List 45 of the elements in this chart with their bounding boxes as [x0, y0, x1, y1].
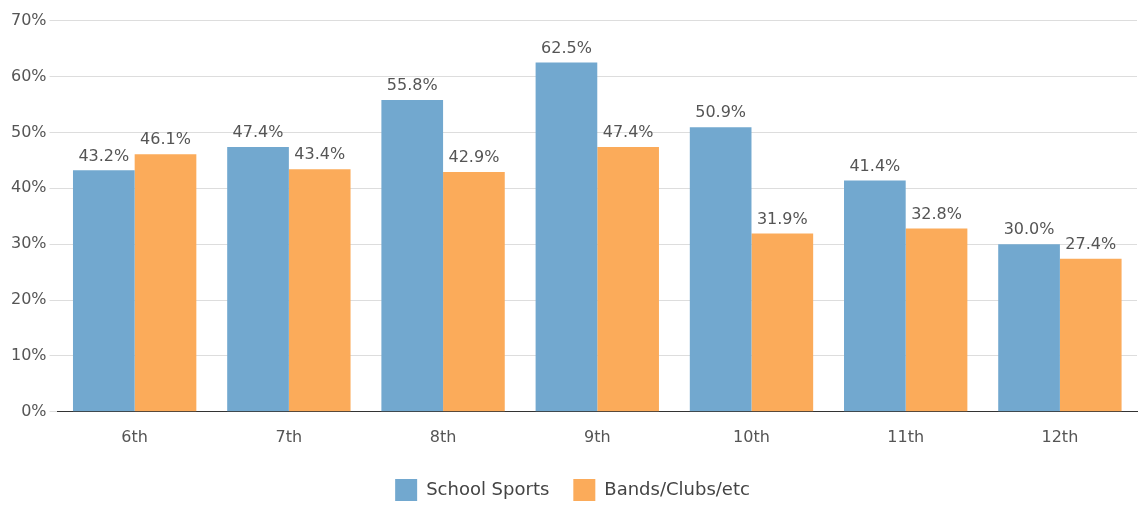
y-tick-label: 50%: [11, 121, 47, 141]
data-label: 31.9%: [756, 208, 808, 228]
bar: [751, 233, 814, 412]
bar: [998, 244, 1060, 412]
bar: [443, 172, 505, 412]
x-tick-label: 10th: [733, 426, 770, 446]
legend-label: School Sports: [426, 477, 550, 499]
y-tick-label: 30%: [11, 233, 47, 253]
data-label: 46.1%: [140, 129, 191, 149]
y-tick-label: 40%: [11, 177, 47, 197]
y-tick-label: 0%: [21, 400, 47, 420]
bar: [72, 170, 135, 412]
y-tick-label: 70%: [11, 9, 47, 29]
bar: [134, 154, 197, 412]
y-tick-label: 60%: [11, 65, 47, 85]
data-label: 43.2%: [78, 145, 130, 165]
bar: [905, 228, 968, 412]
data-label: 30.0%: [1003, 219, 1055, 239]
y-tick-label: 10%: [11, 345, 47, 365]
data-label: 47.4%: [232, 122, 284, 142]
x-tick-label: 9th: [583, 426, 611, 446]
bar: [381, 99, 444, 412]
data-label: 41.4%: [849, 155, 901, 175]
y-tick-label: 20%: [11, 289, 47, 309]
data-label: 42.9%: [448, 147, 500, 167]
bar: [288, 169, 351, 412]
legend-label: Bands/Clubs/etc: [604, 477, 750, 499]
bar: [1059, 258, 1122, 412]
x-tick-label: 6th: [121, 426, 148, 446]
bar: [535, 62, 598, 412]
bar: [597, 146, 659, 412]
bar: [844, 180, 906, 412]
x-tick-label: 8th: [429, 426, 457, 446]
data-label: 32.8%: [911, 203, 962, 223]
bar: [689, 127, 752, 412]
data-label: 62.5%: [541, 37, 592, 57]
data-label: 47.4%: [602, 122, 654, 142]
bar: [227, 146, 289, 412]
x-tick-label: 12th: [1041, 426, 1079, 446]
x-tick-label: 11th: [887, 426, 925, 446]
data-label: 55.8%: [386, 75, 438, 95]
data-label: 27.4%: [1065, 233, 1117, 253]
data-label: 43.4%: [294, 144, 346, 164]
x-tick-label: 7th: [275, 426, 303, 446]
data-label: 50.9%: [695, 102, 747, 122]
